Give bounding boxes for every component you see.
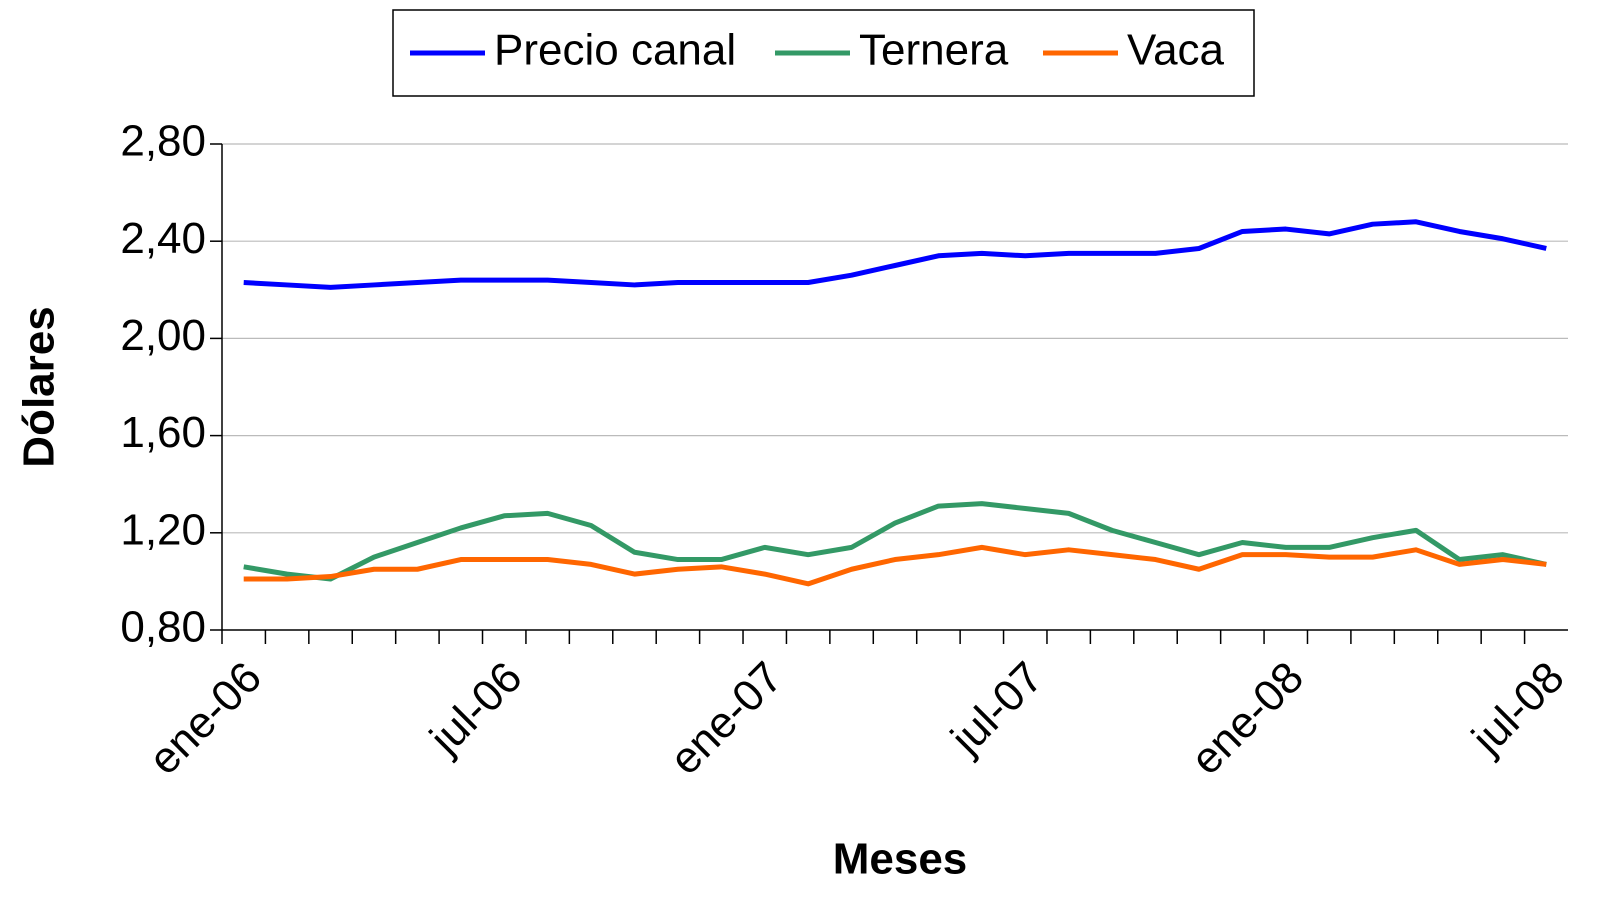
- legend-label: Precio canal: [494, 26, 736, 75]
- x-tick-label: jul-06: [419, 653, 531, 765]
- x-tick-label: jul-08: [1461, 653, 1573, 765]
- y-tick-label: 0,80: [120, 603, 206, 652]
- x-axis-title: Meses: [833, 835, 968, 884]
- x-tick-label: ene-06: [139, 653, 271, 785]
- y-tick-label: 2,40: [120, 214, 206, 263]
- y-tick-label: 2,80: [120, 117, 206, 166]
- series-line: [243, 544, 1547, 587]
- x-tick-label: ene-07: [661, 653, 793, 785]
- y-tick-label: 2,00: [120, 311, 206, 360]
- y-tick-label: 1,20: [120, 505, 206, 554]
- legend-label: Ternera: [859, 26, 1009, 75]
- series-line: [243, 501, 1547, 582]
- y-axis-title: Dólares: [15, 306, 64, 467]
- legend-label: Vaca: [1127, 26, 1225, 75]
- series-line: [243, 219, 1547, 290]
- x-tick-label: ene-08: [1182, 653, 1314, 785]
- x-tick-label: jul-07: [940, 653, 1052, 765]
- y-tick-label: 1,60: [120, 408, 206, 457]
